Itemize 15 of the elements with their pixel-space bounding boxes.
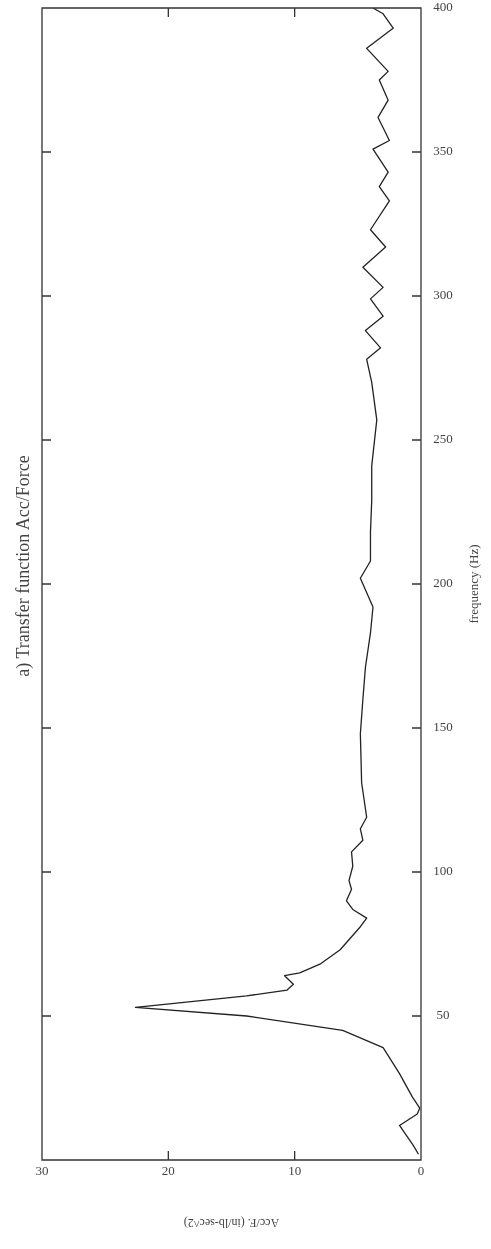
x-tick-label: 30 — [35, 1163, 49, 1179]
x-tick-label: 0 — [417, 1163, 425, 1179]
y-tick-label: 250 — [433, 431, 453, 447]
y-tick-label: 100 — [433, 863, 453, 879]
y-tick-label: 350 — [433, 143, 453, 159]
y-tick-label: 150 — [433, 719, 453, 735]
y-tick-label: 50 — [436, 1007, 450, 1023]
x-axis-title: Acc/F. (in/lb-sec^2) — [183, 1215, 280, 1230]
y-axis-title: frequency (Hz) — [466, 544, 482, 624]
x-tick-label: 10 — [288, 1163, 302, 1179]
y-tick-label: 400 — [433, 0, 453, 15]
y-tick-label: 300 — [433, 287, 453, 303]
y-tick-label: 200 — [433, 575, 453, 591]
x-tick-label: 20 — [161, 1163, 175, 1179]
text: a) Transfer function Acc/Force — [12, 455, 34, 677]
